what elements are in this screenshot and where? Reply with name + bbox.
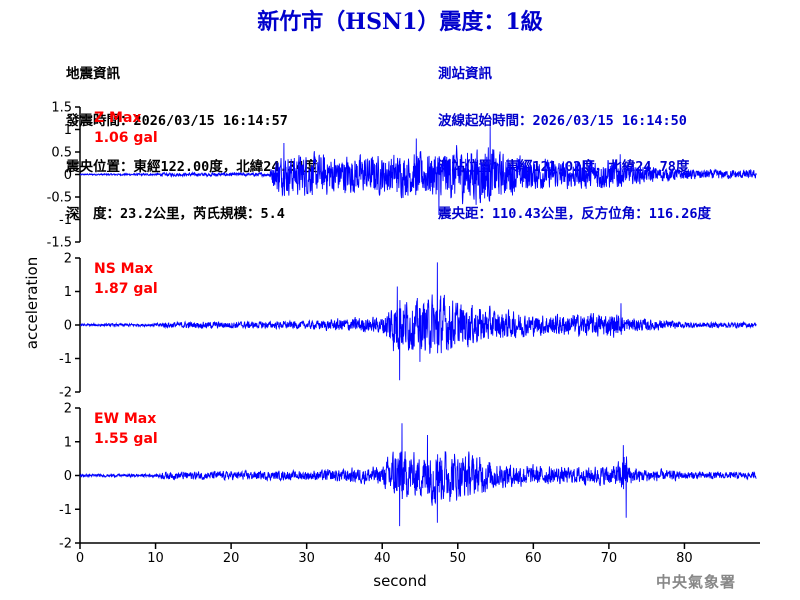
- y-tick-label: -2: [59, 386, 72, 401]
- x-tick-label: 70: [601, 551, 618, 566]
- y-tick-label: 0: [64, 168, 72, 183]
- y-tick-label: 2: [64, 252, 72, 267]
- event-info-heading: 地震資訊: [66, 66, 120, 82]
- max-value: 1.06 gal: [94, 130, 158, 146]
- y-tick-label: -1: [59, 503, 72, 518]
- station-distance: 震央距：110.43公里，反方位角：116.26度: [438, 205, 712, 222]
- y-tick-label: 2: [64, 402, 72, 417]
- station-info-heading: 測站資訊: [438, 66, 492, 82]
- y-tick-label: 1: [64, 123, 72, 138]
- event-info-block: 地震資訊 發震時間：2026/03/15 16:14:57 震央位置：東經122…: [66, 36, 317, 238]
- x-tick-label: 40: [374, 551, 391, 566]
- x-tick-label: 30: [298, 551, 315, 566]
- max-value: 1.55 gal: [94, 431, 158, 447]
- y-tick-label: 0.5: [51, 146, 72, 161]
- x-tick-label: 0: [76, 551, 84, 566]
- y-tick-label: 0: [64, 319, 72, 334]
- x-tick-label: 20: [223, 551, 240, 566]
- max-label: NS Max: [94, 261, 153, 277]
- x-tick-label: 10: [147, 551, 164, 566]
- y-tick-label: 1: [64, 285, 72, 300]
- y-tick-label: -1.5: [47, 236, 72, 251]
- panel-ns: 2 1 0 -1 -2 NS Max 1.87 gal: [59, 252, 757, 401]
- x-tick-label: 60: [525, 551, 542, 566]
- y-tick-label: 1.5: [51, 101, 72, 116]
- panel-z: 1.5 1 0.5 0 -0.5 -1 -1.5 Z Max 1.06 gal: [47, 101, 757, 251]
- x-tick-label: 80: [676, 551, 693, 566]
- y-tick-label: -0.5: [47, 191, 72, 206]
- x-axis-label: second: [373, 572, 427, 590]
- y-tick-label: 0: [64, 469, 72, 484]
- event-depth-magnitude: 深 度：23.2公里，芮氏規模：5.4: [66, 205, 285, 222]
- y-tick-label: 1: [64, 435, 72, 450]
- waveform-trace: [79, 126, 757, 216]
- max-label: Z Max: [94, 110, 141, 126]
- max-label: EW Max: [94, 411, 156, 427]
- panel-ew: 2 1 0 -1 -2 EW Max 1.55 gal: [59, 402, 757, 552]
- y-tick-label: -1: [59, 352, 72, 367]
- waveform-trace: [79, 262, 757, 381]
- y-axis-label: acceleration: [23, 257, 41, 349]
- event-epicenter: 震央位置：東經122.00度，北緯24.34度: [66, 159, 318, 175]
- waveform-trace: [79, 423, 757, 527]
- max-value: 1.87 gal: [94, 281, 158, 297]
- chart-title: 新竹市（HSN1）震度：1級: [257, 9, 543, 35]
- y-tick-label: -2: [59, 537, 72, 552]
- station-wave-start: 波線起始時間：2026/03/15 16:14:50: [438, 112, 687, 129]
- agency-watermark: 中央氣象署: [656, 573, 737, 591]
- y-tick-label: -1: [59, 213, 72, 228]
- x-tick-label: 50: [450, 551, 467, 566]
- event-time: 發震時間：2026/03/15 16:14:57: [66, 112, 288, 129]
